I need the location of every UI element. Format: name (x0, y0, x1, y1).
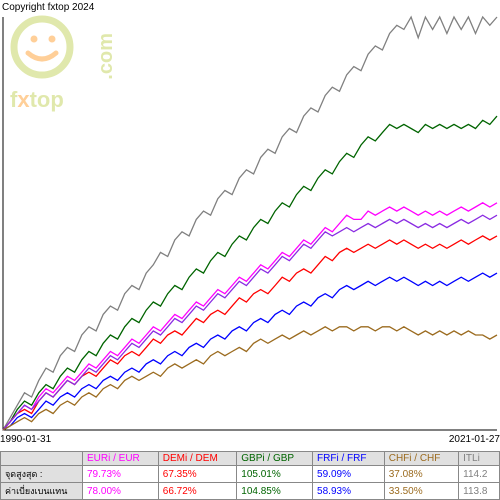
series-GBP (3, 116, 497, 430)
col-header: EURi / EUR (83, 452, 159, 466)
table-cell: 33.50% (384, 483, 458, 500)
table-cell: 59.09% (313, 466, 385, 483)
table-cell: 113.8 (459, 483, 500, 500)
table-cell: 58.93% (313, 483, 385, 500)
table-cell: 67.35% (158, 466, 236, 483)
table-cell: 79.73% (83, 466, 159, 483)
col-header: ITLi (459, 452, 500, 466)
series-EUR (3, 203, 497, 430)
col-header: DEMi / DEM (158, 452, 236, 466)
legend-table: EURi / EURDEMi / DEMGBPi / GBPFRFi / FRF… (0, 451, 500, 500)
row2-label: ค่าเบี่ยงเบนแทน (1, 483, 83, 500)
x-axis-start: 1990-01-31 (0, 434, 51, 445)
table-cell: 37.08% (384, 466, 458, 483)
col-header: GBPi / GBP (237, 452, 313, 466)
series-FRF (3, 273, 497, 430)
row1-label: จุดสูงสุด : (1, 466, 83, 483)
series-ESP (3, 215, 497, 430)
table-corner (1, 452, 83, 466)
col-header: CHFi / CHF (384, 452, 458, 466)
table-cell: 105.01% (237, 466, 313, 483)
table-cell: 78.00% (83, 483, 159, 500)
table-cell: 104.85% (237, 483, 313, 500)
line-chart (0, 12, 500, 442)
table-cell: 66.72% (158, 483, 236, 500)
x-axis-end: 2021-01-27 (449, 434, 500, 445)
col-header: FRFi / FRF (313, 452, 385, 466)
table-cell: 114.2 (459, 466, 500, 483)
